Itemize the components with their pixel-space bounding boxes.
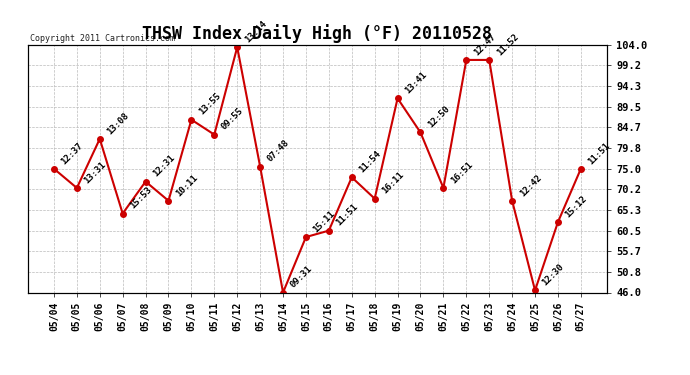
Text: 12:30: 12:30 [540, 262, 566, 288]
Text: 13:08: 13:08 [106, 111, 130, 136]
Text: 15:53: 15:53 [128, 185, 154, 211]
Text: 13:41: 13:41 [403, 70, 428, 96]
Text: 15:11: 15:11 [311, 209, 337, 234]
Text: 11:52: 11:52 [495, 32, 520, 57]
Text: 07:48: 07:48 [266, 138, 291, 164]
Text: 13:14: 13:14 [243, 19, 268, 44]
Text: 15:12: 15:12 [564, 194, 589, 219]
Text: 13:31: 13:31 [82, 160, 108, 185]
Text: Copyright 2011 Cartronics.com: Copyright 2011 Cartronics.com [30, 33, 175, 42]
Text: 09:31: 09:31 [288, 264, 314, 290]
Text: 16:11: 16:11 [380, 171, 406, 196]
Text: 13:55: 13:55 [197, 92, 222, 117]
Title: THSW Index Daily High (°F) 20110528: THSW Index Daily High (°F) 20110528 [142, 24, 493, 44]
Text: 12:42: 12:42 [518, 172, 543, 198]
Text: 11:51: 11:51 [335, 202, 359, 228]
Text: 11:54: 11:54 [357, 149, 383, 174]
Text: 12:37: 12:37 [59, 141, 85, 166]
Text: 16:51: 16:51 [449, 160, 474, 185]
Text: 09:55: 09:55 [220, 106, 245, 132]
Text: 11:51: 11:51 [586, 141, 612, 166]
Text: 12:47: 12:47 [472, 32, 497, 57]
Text: 12:31: 12:31 [151, 153, 177, 179]
Text: 10:11: 10:11 [174, 172, 199, 198]
Text: 12:50: 12:50 [426, 104, 451, 130]
